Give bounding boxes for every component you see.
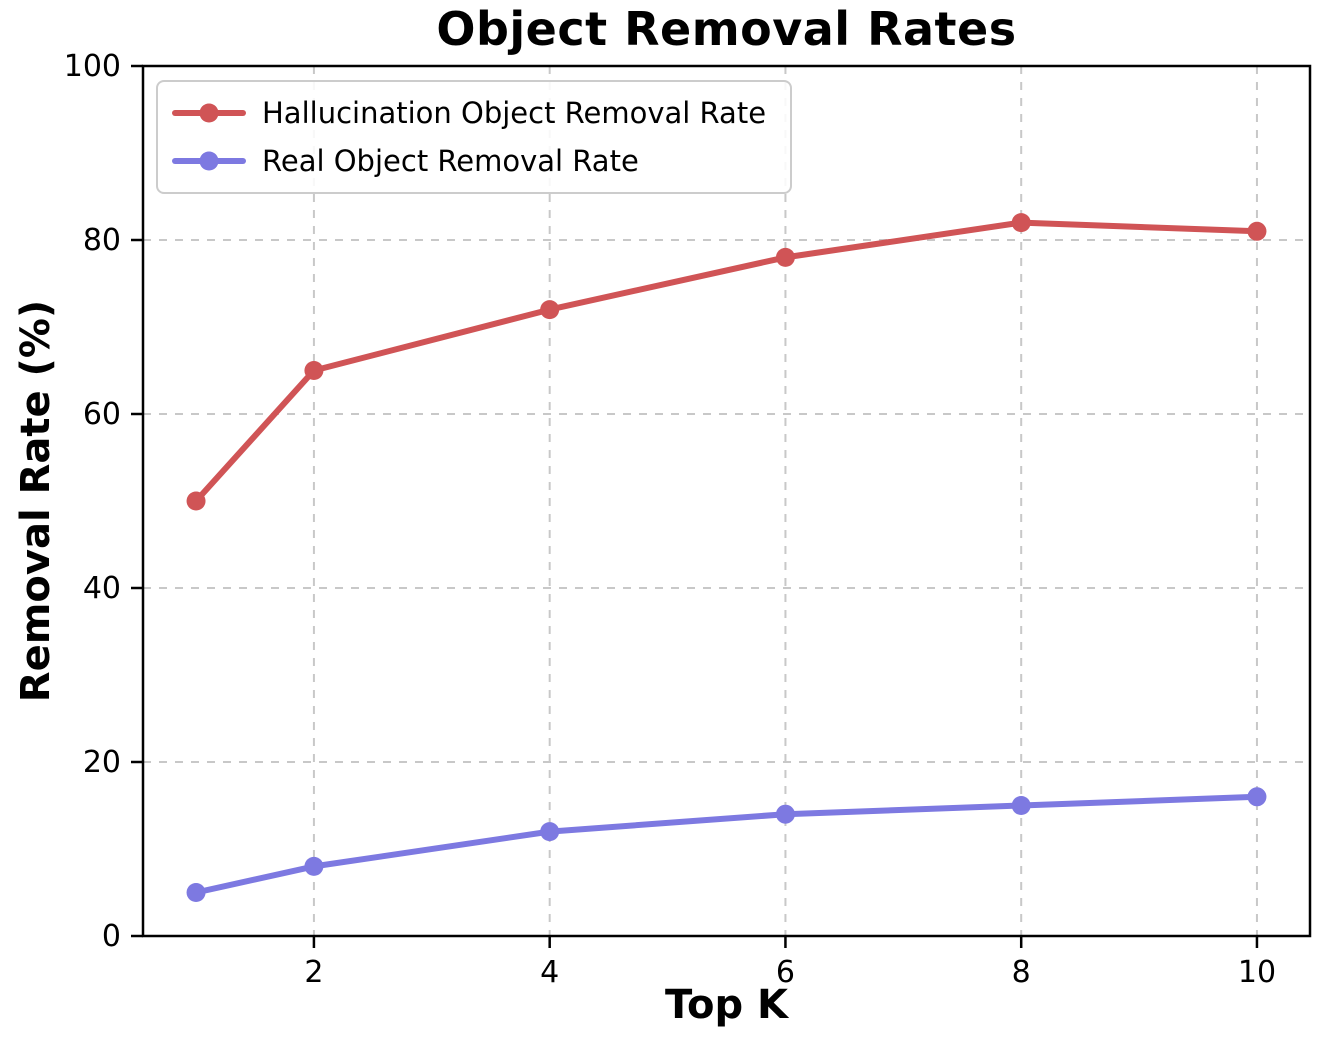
x-tick-label: 8	[1012, 955, 1031, 990]
y-tick-label: 60	[83, 397, 121, 432]
series-line	[193, 219, 1260, 504]
data-point-marker	[186, 883, 206, 902]
y-tick-label: 0	[102, 919, 121, 954]
data-point-marker	[540, 300, 560, 320]
axes-frame	[141, 64, 1312, 938]
legend-label: Real Object Removal Rate	[262, 144, 639, 178]
y-tick-label: 20	[83, 745, 121, 780]
legend-label: Hallucination Object Removal Rate	[262, 96, 767, 130]
data-point-marker	[1011, 796, 1031, 815]
y-tick-label: 40	[83, 571, 121, 606]
data-point-marker	[304, 361, 324, 380]
legend: Hallucination Object Removal Rate Real O…	[156, 80, 793, 194]
y-tick-label: 80	[83, 223, 121, 258]
data-point-marker	[775, 804, 795, 824]
x-tick-label: 4	[540, 955, 559, 990]
legend-line-marker-icon	[172, 103, 246, 123]
legend-item-real: Real Object Removal Rate	[172, 138, 766, 184]
legend-item-hallucination: Hallucination Object Removal Rate	[172, 90, 766, 136]
legend-line-marker-icon	[172, 151, 246, 171]
data-point-marker	[186, 491, 206, 511]
series-line	[193, 793, 1260, 896]
x-tick-label: 6	[776, 955, 795, 990]
data-point-marker	[1247, 787, 1267, 807]
x-tick-label: 10	[1238, 955, 1276, 990]
x-tick-label: 2	[304, 955, 323, 990]
data-point-marker	[775, 247, 795, 267]
y-tick-label: 100	[64, 49, 121, 84]
x-axis-label: Top K	[664, 982, 788, 1028]
chart-title: Object Removal Rates	[436, 2, 1017, 56]
y-axis-label: Removal Rate (%)	[13, 299, 59, 703]
data-point-marker	[540, 822, 560, 842]
data-point-marker	[1247, 221, 1267, 241]
data-point-marker	[304, 856, 324, 876]
data-point-marker	[1011, 213, 1031, 233]
